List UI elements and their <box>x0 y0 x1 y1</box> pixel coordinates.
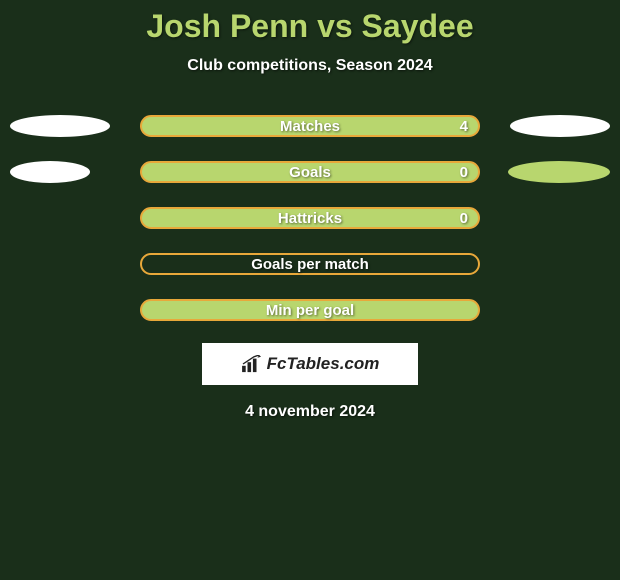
stat-label: Min per goal <box>266 302 354 319</box>
left-ellipse <box>10 115 110 137</box>
page-subtitle: Club competitions, Season 2024 <box>0 57 620 75</box>
left-ellipse <box>10 161 90 183</box>
stat-bar: Goals 0 <box>140 161 480 183</box>
stat-bar: Hattricks 0 <box>140 207 480 229</box>
stat-value: 4 <box>460 118 468 135</box>
comparison-container: Josh Penn vs Saydee Club competitions, S… <box>0 0 620 421</box>
stat-label: Matches <box>280 118 340 135</box>
logo-box: FcTables.com <box>202 343 418 385</box>
date-label: 4 november 2024 <box>0 403 620 421</box>
stat-label: Hattricks <box>278 210 342 227</box>
stat-value: 0 <box>460 164 468 181</box>
logo-text: FcTables.com <box>267 354 380 374</box>
chart-icon <box>241 355 263 373</box>
stat-rows: Matches 4 Goals 0 Hattricks 0 Goals per match M… <box>0 113 620 323</box>
right-ellipse <box>508 161 610 183</box>
stat-label: Goals per match <box>251 256 369 273</box>
stat-row: Min per goal <box>0 297 620 323</box>
logo: FcTables.com <box>241 354 380 374</box>
stat-bar: Goals per match <box>140 253 480 275</box>
right-ellipse <box>510 115 610 137</box>
stat-row: Matches 4 <box>0 113 620 139</box>
stat-row: Goals 0 <box>0 159 620 185</box>
stat-bar: Matches 4 <box>140 115 480 137</box>
stat-bar: Min per goal <box>140 299 480 321</box>
page-title: Josh Penn vs Saydee <box>0 8 620 45</box>
stat-row: Hattricks 0 <box>0 205 620 231</box>
stat-row: Goals per match <box>0 251 620 277</box>
stat-label: Goals <box>289 164 331 181</box>
stat-value: 0 <box>460 210 468 227</box>
